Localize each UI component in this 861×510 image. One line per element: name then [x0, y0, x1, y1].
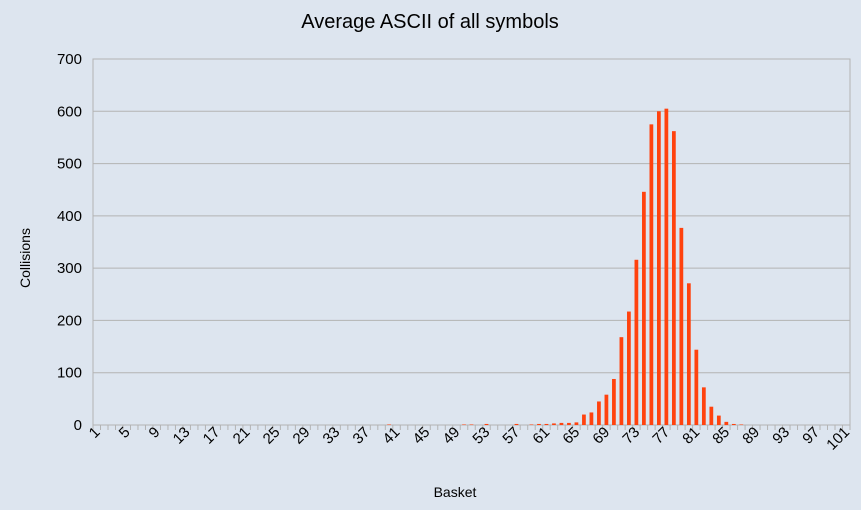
bar	[642, 191, 646, 425]
bar	[634, 259, 639, 425]
y-tick-label: 300	[57, 260, 82, 277]
y-tick-label: 0	[74, 417, 82, 434]
y-tick-label: 700	[57, 51, 82, 68]
bars	[387, 108, 744, 426]
y-tick-label: 500	[57, 156, 82, 173]
bar	[664, 108, 669, 426]
bar	[679, 227, 684, 425]
bar	[619, 337, 624, 425]
bar	[649, 124, 654, 425]
bar	[657, 111, 661, 426]
bar	[597, 401, 601, 425]
bar	[552, 423, 556, 425]
bar	[627, 311, 631, 425]
bar	[567, 422, 571, 425]
bar	[739, 424, 744, 425]
bar	[701, 387, 706, 425]
y-axis-ticks: 0 100 200 300 400 500 600 700	[57, 51, 82, 434]
gridlines	[93, 58, 850, 426]
chart-title: Average ASCII of all symbols	[301, 11, 559, 33]
bar	[462, 424, 466, 425]
bar	[544, 423, 549, 425]
y-axis-label: Collisions	[17, 228, 33, 288]
bar	[686, 283, 691, 425]
bar	[514, 423, 519, 425]
bar	[469, 424, 474, 425]
bar	[612, 378, 616, 425]
y-tick-label: 100	[57, 365, 82, 382]
bar	[529, 424, 534, 425]
bar	[604, 394, 609, 425]
bar	[484, 423, 489, 425]
y-tick-label: 600	[57, 103, 82, 120]
bar	[387, 424, 391, 425]
bar	[537, 423, 541, 425]
bar	[574, 422, 579, 425]
bar	[559, 422, 564, 425]
y-tick-label: 400	[57, 208, 82, 225]
bar	[589, 412, 594, 425]
bar	[671, 131, 676, 425]
bar	[709, 406, 714, 425]
bar	[582, 414, 586, 425]
bar	[716, 415, 721, 425]
x-axis-label: Basket	[434, 484, 477, 500]
y-tick-label: 200	[57, 312, 82, 329]
bar	[731, 423, 736, 425]
bar	[694, 349, 699, 425]
bar	[724, 421, 729, 425]
